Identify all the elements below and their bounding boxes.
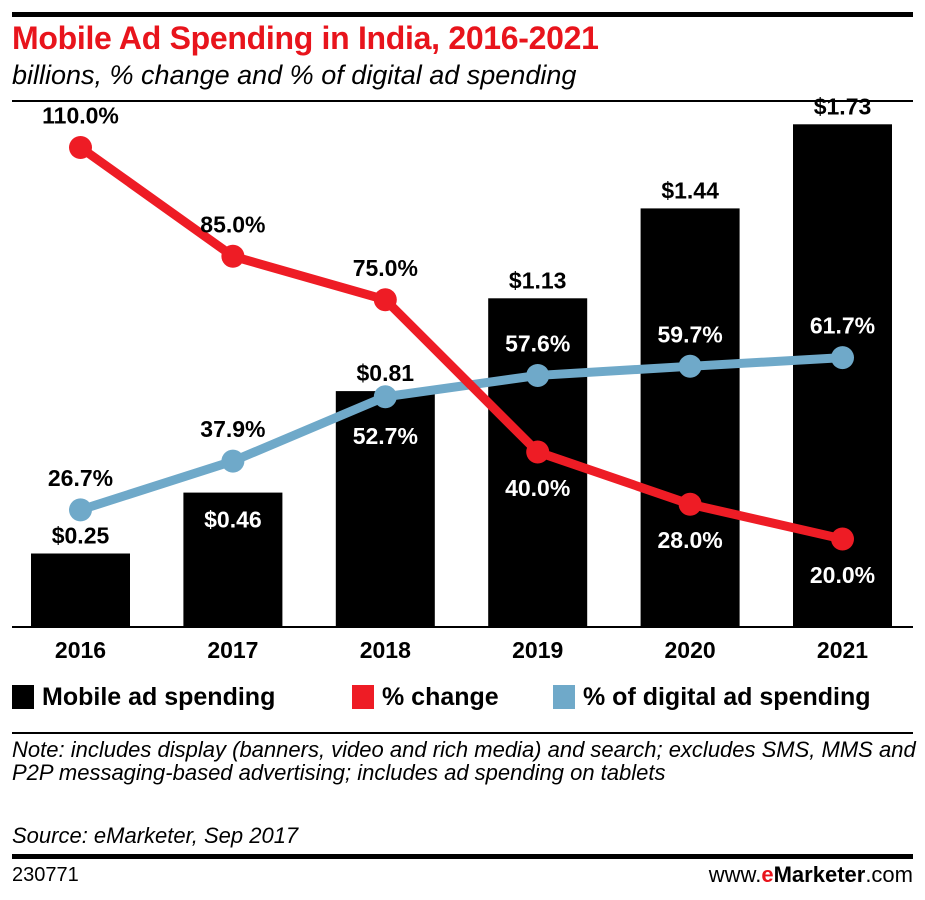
digital-share-label-2018: 52.7% <box>353 423 418 449</box>
legend-label-percent-digital: % of digital ad spending <box>583 682 871 711</box>
digital-share-label-2020: 59.7% <box>657 321 722 347</box>
digital-share-point-2019 <box>526 363 550 387</box>
bar-value-label-2018: $0.81 <box>357 360 415 386</box>
legend-swatch-black <box>12 685 34 709</box>
percent-change-label-2016: 110.0% <box>42 103 119 129</box>
percent-change-point-2020 <box>678 492 702 516</box>
legend-label-percent-change: % change <box>382 682 499 711</box>
bar-value-label-2021: $1.73 <box>814 93 872 119</box>
chart-plot: $0.25 2016 $0.46 2017 $0.81 2018 $1.13 2019 $1.4… <box>31 93 892 663</box>
bar-2017 <box>183 492 283 626</box>
footnote: Note: includes display (banners, video a… <box>12 737 916 785</box>
percent-change-point-2019 <box>526 440 550 464</box>
percent-change-label-2021: 20.0% <box>810 562 875 588</box>
brand-prefix: www. <box>708 862 762 887</box>
digital-share-label-2016: 26.7% <box>48 465 113 491</box>
digital-share-label-2017: 37.9% <box>200 416 265 442</box>
bar-2018 <box>335 391 435 626</box>
percent-change-label-2018: 75.0% <box>353 255 418 281</box>
x-axis-line <box>12 626 913 628</box>
legend-item-percent-digital: % of digital ad spending <box>553 679 871 715</box>
bar-value-label-2017: $0.46 <box>204 507 262 533</box>
x-tick-label-2021: 2021 <box>817 637 868 663</box>
chart-id: 230771 <box>12 864 79 886</box>
percent-change-point-2016 <box>69 136 92 159</box>
digital-share-point-2017 <box>221 449 245 473</box>
legend-item-percent-change: % change <box>352 679 499 715</box>
brand-main: Marketer <box>773 862 866 887</box>
percent-change-label-2017: 85.0% <box>200 211 265 237</box>
percent-change-point-2017 <box>221 244 245 268</box>
x-tick-label-2016: 2016 <box>55 637 106 663</box>
top-rule <box>12 12 913 17</box>
percent-change-point-2018 <box>373 288 397 312</box>
digital-share-label-2019: 57.6% <box>505 330 570 356</box>
bar-2021 <box>793 124 892 627</box>
source-line: Source: eMarketer, Sep 2017 <box>12 823 299 848</box>
x-tick-label-2017: 2017 <box>207 637 258 663</box>
bottom-rule <box>12 854 913 859</box>
legend-swatch-red <box>352 685 374 709</box>
bar-value-label-2016: $0.25 <box>52 523 110 549</box>
emarketer-brand: www.eMarketer.com <box>709 862 913 888</box>
legend-label-mobile-ad-spending: Mobile ad spending <box>42 682 276 711</box>
digital-share-label-2021: 61.7% <box>810 313 875 339</box>
notes-divider <box>12 732 913 734</box>
percent-change-label-2019: 40.0% <box>505 475 570 501</box>
digital-share-point-2020 <box>678 354 702 378</box>
x-tick-label-2018: 2018 <box>360 637 411 663</box>
digital-share-point-2016 <box>69 498 92 522</box>
brand-suffix: .com <box>865 862 913 887</box>
header-divider <box>12 100 913 102</box>
digital-share-point-2018 <box>373 385 397 409</box>
x-tick-label-2020: 2020 <box>665 637 716 663</box>
bar-2016 <box>31 553 130 626</box>
chart-title: Mobile Ad Spending in India, 2016-2021 <box>12 20 599 56</box>
bar-value-label-2019: $1.13 <box>509 267 567 293</box>
chart-subtitle: billions, % change and % of digital ad s… <box>12 60 577 90</box>
legend-swatch-blue <box>553 685 575 709</box>
x-tick-label-2019: 2019 <box>512 637 563 663</box>
bar-value-label-2020: $1.44 <box>661 177 719 203</box>
brand-e: e <box>761 862 774 887</box>
digital-share-line <box>76 353 847 515</box>
legend-item-mobile-ad-spending: Mobile ad spending <box>12 679 275 715</box>
percent-change-line <box>76 143 847 544</box>
percent-change-label-2020: 28.0% <box>657 527 722 553</box>
bar-2020 <box>640 208 740 626</box>
digital-share-point-2021 <box>831 346 854 370</box>
percent-change-point-2021 <box>831 527 854 551</box>
